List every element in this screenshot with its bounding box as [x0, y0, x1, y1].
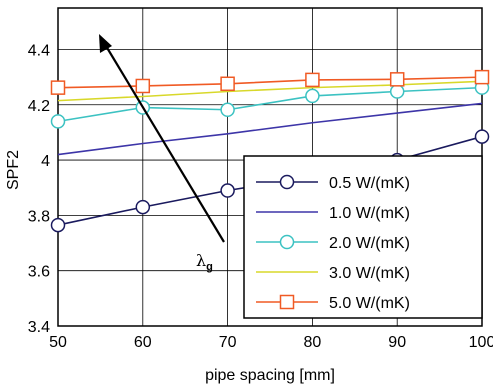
series-5-point [474, 69, 490, 85]
series-5-point [389, 72, 405, 87]
y-axis-ticks: 3.4 3.6 3.8 4 4.2 4.4 [28, 42, 50, 336]
lambda-arrow-head [99, 34, 112, 53]
series-4-line [57, 80, 483, 102]
series-1-point [220, 183, 235, 198]
series-5 [50, 69, 490, 95]
legend-swatch-point [279, 234, 295, 250]
y-tick-label: 3.6 [28, 264, 50, 281]
series-5-point [220, 76, 235, 92]
legend-label: 0.5 W/(mK) [329, 175, 410, 192]
series-3-point [220, 102, 235, 118]
y-axis-title: SPF2 [5, 150, 22, 190]
lambda-arrow: λg [99, 34, 225, 273]
series-5-point [305, 72, 320, 88]
lambda-arrow-shaft [105, 45, 225, 243]
legend-item: 1.0 W/(mK) [256, 205, 410, 222]
series-4 [57, 80, 483, 102]
series-3-point [305, 88, 320, 104]
series-5-line [57, 76, 483, 89]
series-3-line [57, 86, 483, 123]
legend-item: 2.0 W/(mK) [256, 234, 410, 252]
x-tick-label: 80 [304, 334, 322, 351]
legend-item: 0.5 W/(mK) [256, 174, 410, 192]
series-2 [57, 102, 483, 156]
x-tick-label: 100 [469, 334, 493, 351]
legend-label: 1.0 W/(mK) [329, 205, 410, 222]
x-tick-label: 60 [134, 334, 152, 351]
legend-swatch-point [279, 294, 295, 310]
legend-swatch-point [279, 174, 295, 190]
legend-label: 2.0 W/(mK) [329, 235, 410, 252]
y-tick-label: 3.8 [28, 208, 50, 225]
lambda-annotation: λg [196, 251, 213, 273]
x-tick-label: 70 [219, 334, 237, 351]
series-5-point [50, 80, 66, 95]
series-1-point [50, 217, 66, 233]
lambda-subscript: g [206, 261, 213, 273]
legend-item: 3.0 W/(mK) [256, 265, 410, 282]
y-tick-label: 4 [41, 153, 50, 170]
series-1-point [474, 129, 490, 144]
x-tick-label: 90 [388, 334, 406, 351]
series-2-line [57, 102, 483, 156]
legend-label: 5.0 W/(mK) [329, 295, 410, 312]
y-tick-label: 4.2 [28, 98, 50, 115]
series-3-point [50, 114, 66, 129]
y-tick-label: 3.4 [28, 319, 50, 336]
series-1-point [135, 199, 151, 215]
x-axis-title: pipe spacing [mm] [205, 367, 335, 384]
legend-item: 5.0 W/(mK) [256, 294, 410, 312]
legend: 0.5 W/(mK) 1.0 W/(mK) 2.0 W/(mK) 3.0 W/(mK)… [243, 155, 483, 319]
x-tick-label: 50 [49, 334, 67, 351]
legend-label: 3.0 W/(mK) [329, 265, 410, 282]
x-axis-ticks: 50 60 70 80 90 100 [49, 334, 493, 351]
series-3-point [389, 84, 405, 99]
lambda-symbol: λ [196, 251, 206, 270]
series-5-point [135, 78, 151, 94]
y-tick-label: 4.4 [28, 42, 50, 59]
